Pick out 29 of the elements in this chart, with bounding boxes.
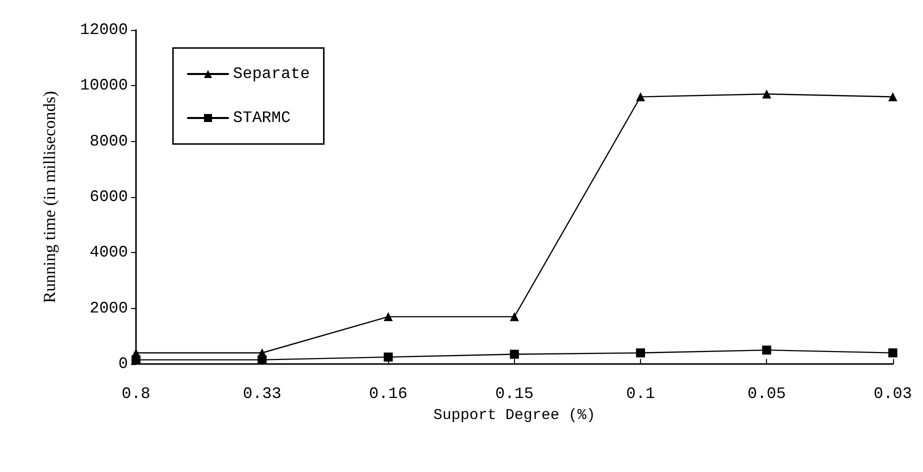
x-tick-label: 0.15 [495, 385, 534, 403]
y-tick-label: 8000 [90, 132, 128, 150]
x-tick-label: 0.8 [122, 385, 150, 403]
y-tick-label: 2000 [90, 299, 128, 318]
x-tick-label: 0.03 [874, 385, 912, 403]
y-tick-label: 6000 [90, 188, 128, 206]
x-tick-label: 0.33 [242, 385, 282, 403]
point [636, 348, 646, 358]
y-tick-label: 4000 [90, 244, 128, 262]
y-tick-label: 10000 [80, 76, 128, 95]
point [888, 92, 898, 102]
point [762, 90, 772, 99]
x-tick-label: 0.16 [369, 385, 408, 403]
point [384, 352, 393, 362]
point [510, 350, 519, 359]
x-tick-label: 0.1 [626, 385, 655, 403]
legend-label: STARMC [233, 109, 291, 127]
y-tick-label: 12000 [80, 21, 128, 39]
point [510, 312, 519, 322]
legend-label: Separate [233, 65, 310, 83]
y-tick-label: 0 [118, 355, 128, 373]
point [384, 312, 393, 322]
point [258, 355, 267, 364]
x-axis-title: Support Degree (%) [433, 407, 596, 424]
point [888, 348, 898, 358]
point [636, 92, 646, 102]
x-tick-label: 0.05 [747, 385, 786, 403]
point [762, 346, 772, 355]
y-axis-title: Running time (in milliseconds) [40, 90, 59, 304]
